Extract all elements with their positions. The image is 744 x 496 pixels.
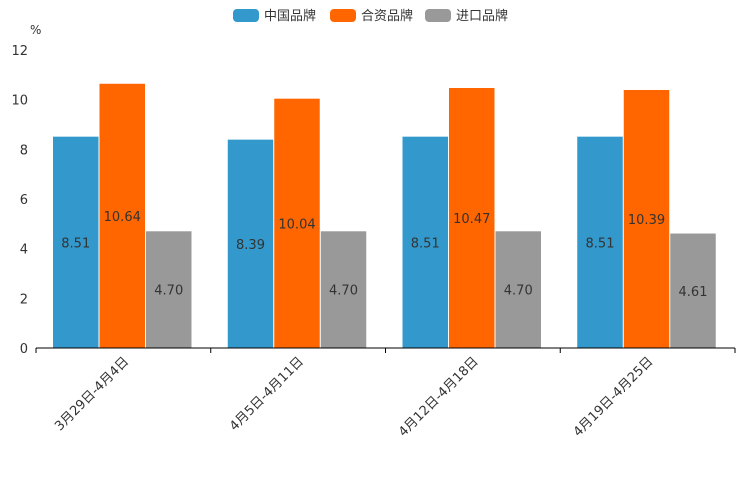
data-label: 8.51	[411, 236, 440, 251]
legend: 中国品牌 合资品牌 进口品牌	[233, 8, 508, 24]
legend-swatch	[425, 9, 451, 22]
legend-label: 合资品牌	[361, 8, 413, 24]
legend-label: 进口品牌	[456, 8, 508, 24]
data-label: 8.51	[61, 236, 90, 251]
y-tick-label: 4	[20, 243, 28, 258]
data-label: 10.04	[278, 217, 315, 232]
bar	[274, 98, 320, 348]
legend-item-1[interactable]: 中国品牌	[233, 8, 316, 24]
data-label: 4.61	[679, 285, 708, 300]
data-label: 10.64	[104, 210, 141, 225]
bar	[227, 139, 274, 348]
data-label: 10.47	[453, 212, 490, 227]
legend-item-3[interactable]: 进口品牌	[425, 8, 508, 24]
data-label: 8.39	[236, 238, 265, 253]
bar	[99, 83, 145, 349]
y-tick-label: 2	[20, 292, 28, 307]
bars-group: 8.51 10.64 4.70 8.39 10.04 4.70 8.51 10.47 4.70 8…	[53, 83, 716, 349]
legend-label: 中国品牌	[264, 8, 316, 24]
y-axis-unit-label: %	[30, 23, 41, 37]
legend-swatch	[330, 9, 356, 22]
data-label: 4.70	[504, 284, 533, 299]
legend-swatch	[233, 9, 259, 22]
bar	[670, 233, 716, 348]
x-tick-label: 4月19日-4月25日	[571, 354, 657, 440]
x-tick-label: 4月5日-4月11日	[227, 354, 307, 434]
data-label: 10.39	[628, 213, 665, 228]
y-tick-label: 12	[11, 44, 28, 59]
data-label: 4.70	[329, 284, 358, 299]
bar	[146, 231, 192, 348]
bar	[577, 136, 623, 348]
y-tick-label: 10	[11, 94, 28, 109]
bar	[320, 231, 367, 348]
y-axis: 0 2 4 6 8 10 12	[11, 44, 28, 357]
x-axis: 3月29日-4月4日 4月5日-4月11日 4月12日-4月18日 4月19日-4月2…	[35, 347, 736, 440]
bar	[495, 231, 541, 348]
legend-item-2[interactable]: 合资品牌	[330, 8, 413, 24]
data-label: 8.51	[586, 236, 615, 251]
data-label: 4.70	[154, 284, 183, 299]
y-tick-label: 8	[20, 143, 28, 158]
x-tick-label: 3月29日-4月4日	[52, 354, 132, 434]
y-tick-label: 6	[20, 193, 28, 208]
bar	[53, 136, 99, 348]
x-tick-label: 4月12日-4月18日	[396, 354, 482, 440]
y-tick-label: 0	[20, 342, 28, 357]
bar	[623, 89, 670, 349]
bar	[402, 136, 448, 348]
bar	[449, 87, 495, 349]
